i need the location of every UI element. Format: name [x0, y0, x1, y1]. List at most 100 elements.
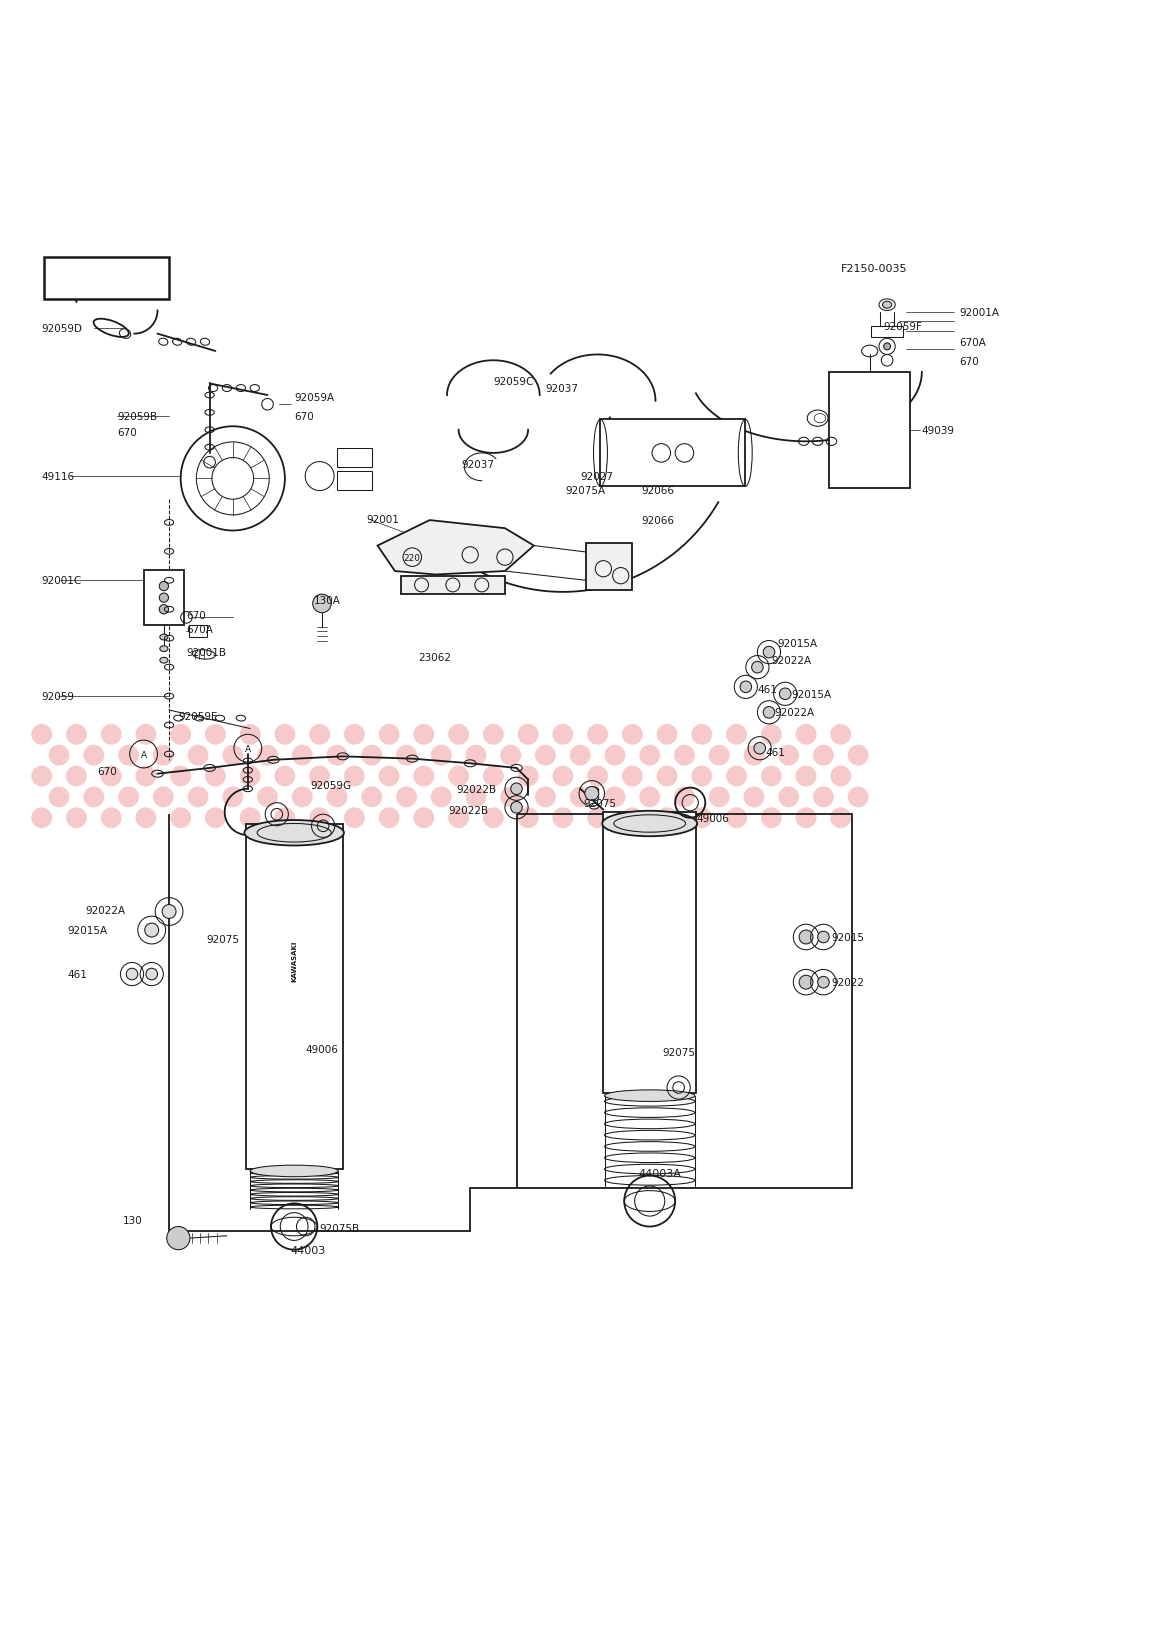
Circle shape — [327, 745, 347, 766]
Circle shape — [727, 766, 747, 788]
Circle shape — [779, 689, 791, 700]
Text: KAWASAKI: KAWASAKI — [291, 939, 298, 981]
Circle shape — [343, 808, 364, 829]
Text: 92022A: 92022A — [771, 656, 811, 666]
Bar — [338, 471, 372, 491]
Text: A: A — [141, 750, 146, 760]
Text: F2150-0035: F2150-0035 — [840, 264, 907, 274]
Circle shape — [518, 808, 538, 829]
Circle shape — [448, 808, 469, 829]
Circle shape — [751, 662, 763, 674]
Text: 92066: 92066 — [641, 486, 675, 496]
Text: 92059D: 92059D — [42, 323, 83, 333]
Circle shape — [159, 582, 169, 592]
Circle shape — [146, 969, 157, 981]
Circle shape — [159, 593, 169, 603]
Text: 92015A: 92015A — [67, 926, 108, 936]
Circle shape — [605, 788, 626, 808]
Bar — [401, 577, 505, 595]
Text: FRONT: FRONT — [80, 272, 134, 285]
Circle shape — [656, 808, 677, 829]
Circle shape — [622, 725, 642, 745]
Circle shape — [152, 745, 173, 766]
Circle shape — [761, 766, 782, 788]
FancyBboxPatch shape — [45, 259, 169, 300]
Circle shape — [605, 745, 626, 766]
Text: 461: 461 — [757, 684, 777, 695]
Text: 92059B: 92059B — [117, 412, 157, 422]
Text: 92059E: 92059E — [178, 712, 218, 722]
Text: 92075A: 92075A — [565, 486, 605, 496]
Circle shape — [223, 788, 244, 808]
Text: 670: 670 — [186, 611, 206, 621]
Circle shape — [83, 788, 104, 808]
Circle shape — [754, 743, 765, 755]
Circle shape — [309, 808, 331, 829]
Text: 670: 670 — [959, 358, 979, 368]
Circle shape — [778, 788, 799, 808]
Circle shape — [313, 595, 332, 613]
Circle shape — [379, 808, 400, 829]
Circle shape — [796, 766, 817, 788]
Circle shape — [152, 788, 173, 808]
Circle shape — [240, 808, 260, 829]
Text: 49039: 49039 — [922, 425, 955, 435]
Circle shape — [361, 788, 382, 808]
Text: 92001: 92001 — [366, 514, 398, 524]
Circle shape — [66, 766, 87, 788]
Text: 92022B: 92022B — [448, 806, 489, 816]
Circle shape — [223, 745, 244, 766]
Circle shape — [570, 745, 591, 766]
Circle shape — [622, 766, 642, 788]
Text: 92075: 92075 — [584, 798, 616, 808]
Circle shape — [796, 725, 817, 745]
Circle shape — [32, 725, 52, 745]
Text: 49116: 49116 — [42, 471, 75, 481]
Ellipse shape — [159, 658, 168, 664]
Circle shape — [188, 745, 209, 766]
Circle shape — [292, 745, 313, 766]
Circle shape — [205, 725, 226, 745]
Circle shape — [483, 808, 504, 829]
Text: 461: 461 — [67, 969, 87, 979]
Text: 49006: 49006 — [696, 812, 729, 824]
Circle shape — [327, 788, 347, 808]
Text: 92075B: 92075B — [320, 1223, 360, 1233]
Bar — [338, 448, 372, 468]
Circle shape — [709, 745, 730, 766]
Text: 44003: 44003 — [291, 1244, 326, 1254]
Circle shape — [483, 725, 504, 745]
Circle shape — [101, 725, 122, 745]
Circle shape — [691, 808, 713, 829]
Text: 670: 670 — [117, 428, 137, 438]
Circle shape — [83, 745, 104, 766]
Text: 670A: 670A — [186, 625, 213, 634]
Circle shape — [743, 745, 764, 766]
Circle shape — [763, 707, 775, 719]
Circle shape — [414, 766, 435, 788]
Text: 92022: 92022 — [831, 977, 865, 987]
Circle shape — [32, 766, 52, 788]
Text: 461: 461 — [765, 747, 785, 756]
Circle shape — [847, 788, 868, 808]
Circle shape — [309, 766, 331, 788]
Circle shape — [257, 788, 278, 808]
Circle shape — [205, 766, 226, 788]
Text: 670A: 670A — [959, 338, 986, 348]
Ellipse shape — [159, 634, 168, 641]
Text: A: A — [245, 745, 251, 753]
Circle shape — [127, 969, 138, 981]
Circle shape — [396, 745, 417, 766]
Circle shape — [813, 788, 833, 808]
Circle shape — [552, 766, 573, 788]
Circle shape — [483, 766, 504, 788]
Circle shape — [101, 808, 122, 829]
Circle shape — [162, 905, 176, 920]
Circle shape — [674, 745, 695, 766]
Circle shape — [656, 766, 677, 788]
Circle shape — [818, 931, 830, 943]
Ellipse shape — [602, 811, 697, 837]
Circle shape — [727, 808, 747, 829]
Circle shape — [847, 745, 868, 766]
Circle shape — [361, 745, 382, 766]
